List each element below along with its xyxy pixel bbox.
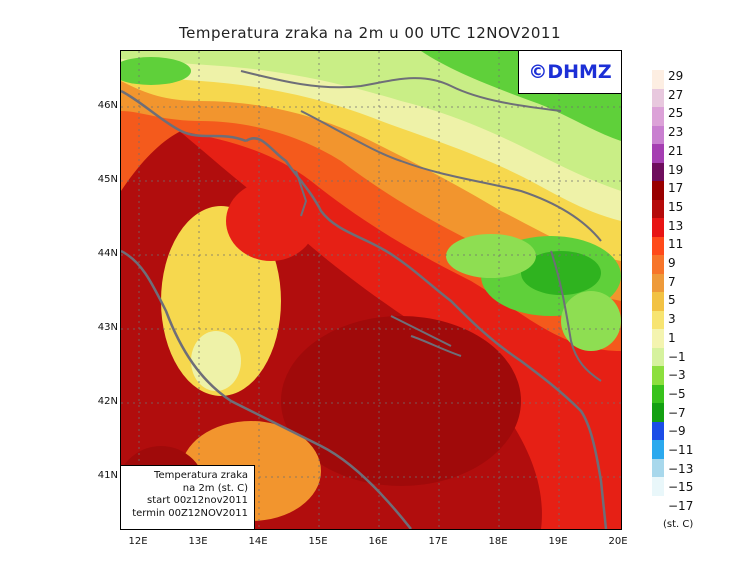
color-scale-unit: (st. C) (663, 519, 694, 530)
color-scale-label: −5 (668, 386, 686, 401)
color-swatch (652, 70, 664, 89)
color-swatch (652, 236, 664, 255)
field-sea-red-north (226, 181, 316, 261)
color-scale-label: 19 (668, 162, 684, 177)
color-swatch (652, 273, 664, 292)
field-sea-darkred (281, 316, 521, 486)
lon-label-14e: 14E (248, 536, 268, 547)
field-green-mid (446, 234, 536, 278)
info-box: Temperatura zraka na 2m (st. C) start 00… (121, 465, 255, 529)
color-scale-label: −9 (668, 424, 686, 439)
lon-label-13e: 13E (188, 536, 208, 547)
color-swatch (652, 162, 664, 181)
color-scale-label: −7 (668, 405, 686, 420)
island-korcula (410, 335, 462, 357)
color-swatch (652, 440, 664, 459)
color-swatch (652, 125, 664, 144)
lon-label-12e: 12E (128, 536, 148, 547)
color-swatch (652, 329, 664, 348)
color-scale-label: 11 (668, 237, 684, 252)
color-swatch (652, 292, 664, 311)
info-line-2: na 2m (st. C) (182, 482, 248, 494)
color-swatch (652, 255, 664, 274)
color-swatch (652, 107, 664, 126)
color-swatch (652, 477, 664, 496)
color-swatch (652, 366, 664, 385)
map-title: Temperatura zraka na 2m u 00 UTC 12NOV20… (178, 24, 561, 42)
info-line-3: start 00z12nov2011 (147, 495, 248, 506)
color-scale-label: −3 (668, 368, 686, 383)
color-swatch (652, 421, 664, 440)
lon-label-16e: 16E (368, 536, 388, 547)
field-sea-pale (191, 331, 241, 391)
color-scale-label: 23 (668, 125, 684, 140)
color-swatch (652, 403, 664, 422)
lon-label-17e: 17E (428, 536, 448, 547)
color-scale-label: −11 (668, 443, 694, 457)
color-scale-label: 15 (668, 199, 684, 214)
color-scale-label: 27 (668, 87, 684, 102)
info-line-4: termin 00Z12NOV2011 (132, 507, 248, 519)
color-scale-label: 5 (668, 293, 676, 308)
color-swatch (652, 458, 664, 477)
color-swatch (652, 199, 664, 218)
color-swatch (652, 144, 664, 163)
color-scale-label: 17 (668, 181, 684, 196)
color-scale-label: 3 (668, 312, 676, 327)
field-green-southeast (561, 291, 621, 351)
border-croatia-bosnia (300, 110, 602, 242)
field-green-nw (121, 57, 191, 85)
color-swatch (652, 88, 664, 107)
color-scale-label: 13 (668, 218, 684, 233)
info-line-1: Temperatura zraka (154, 470, 248, 481)
color-scale-label: 21 (668, 143, 684, 158)
color-swatch (652, 218, 664, 237)
color-swatch (652, 347, 664, 366)
border-north (240, 70, 562, 112)
dhmz-logo: ©DHMZ (518, 51, 621, 94)
lon-label-15e: 15E (308, 536, 328, 547)
lat-label-46n: 46N (97, 100, 118, 111)
temperature-map: ©DHMZ Temperatura zraka na 2m (st. C) st… (120, 50, 622, 530)
map-field-svg (121, 51, 621, 529)
color-scale-label: −17 (668, 499, 694, 514)
graticule (121, 51, 621, 529)
color-scale-label: −13 (668, 461, 694, 476)
lat-label-45n: 45N (97, 174, 118, 185)
color-scale-label: 29 (668, 69, 684, 83)
color-swatch (652, 181, 664, 200)
color-swatch (652, 310, 664, 329)
color-scale-label: 1 (668, 330, 676, 345)
lon-label-18e: 18E (488, 536, 508, 547)
border-east (550, 250, 602, 382)
lat-label-41n: 41N (97, 470, 118, 481)
color-scale-label: 7 (668, 274, 676, 289)
field-green-east-core (521, 251, 601, 295)
island-hvar (390, 315, 452, 347)
lat-label-42n: 42N (97, 396, 118, 407)
lat-label-44n: 44N (97, 248, 118, 259)
color-scale-bar (652, 70, 664, 496)
color-scale-label: −15 (668, 480, 694, 495)
lon-label-20e: 20E (608, 536, 628, 547)
lon-label-19e: 19E (548, 536, 568, 547)
color-scale-label: −1 (668, 349, 686, 364)
lat-label-43n: 43N (97, 322, 118, 333)
coastline-italy-north (121, 89, 247, 143)
color-scale-label: 9 (668, 256, 676, 270)
color-scale-label: 25 (668, 106, 684, 121)
color-swatch (652, 384, 664, 403)
island-krk (295, 170, 308, 217)
coastline-adriatic-east (245, 137, 608, 529)
